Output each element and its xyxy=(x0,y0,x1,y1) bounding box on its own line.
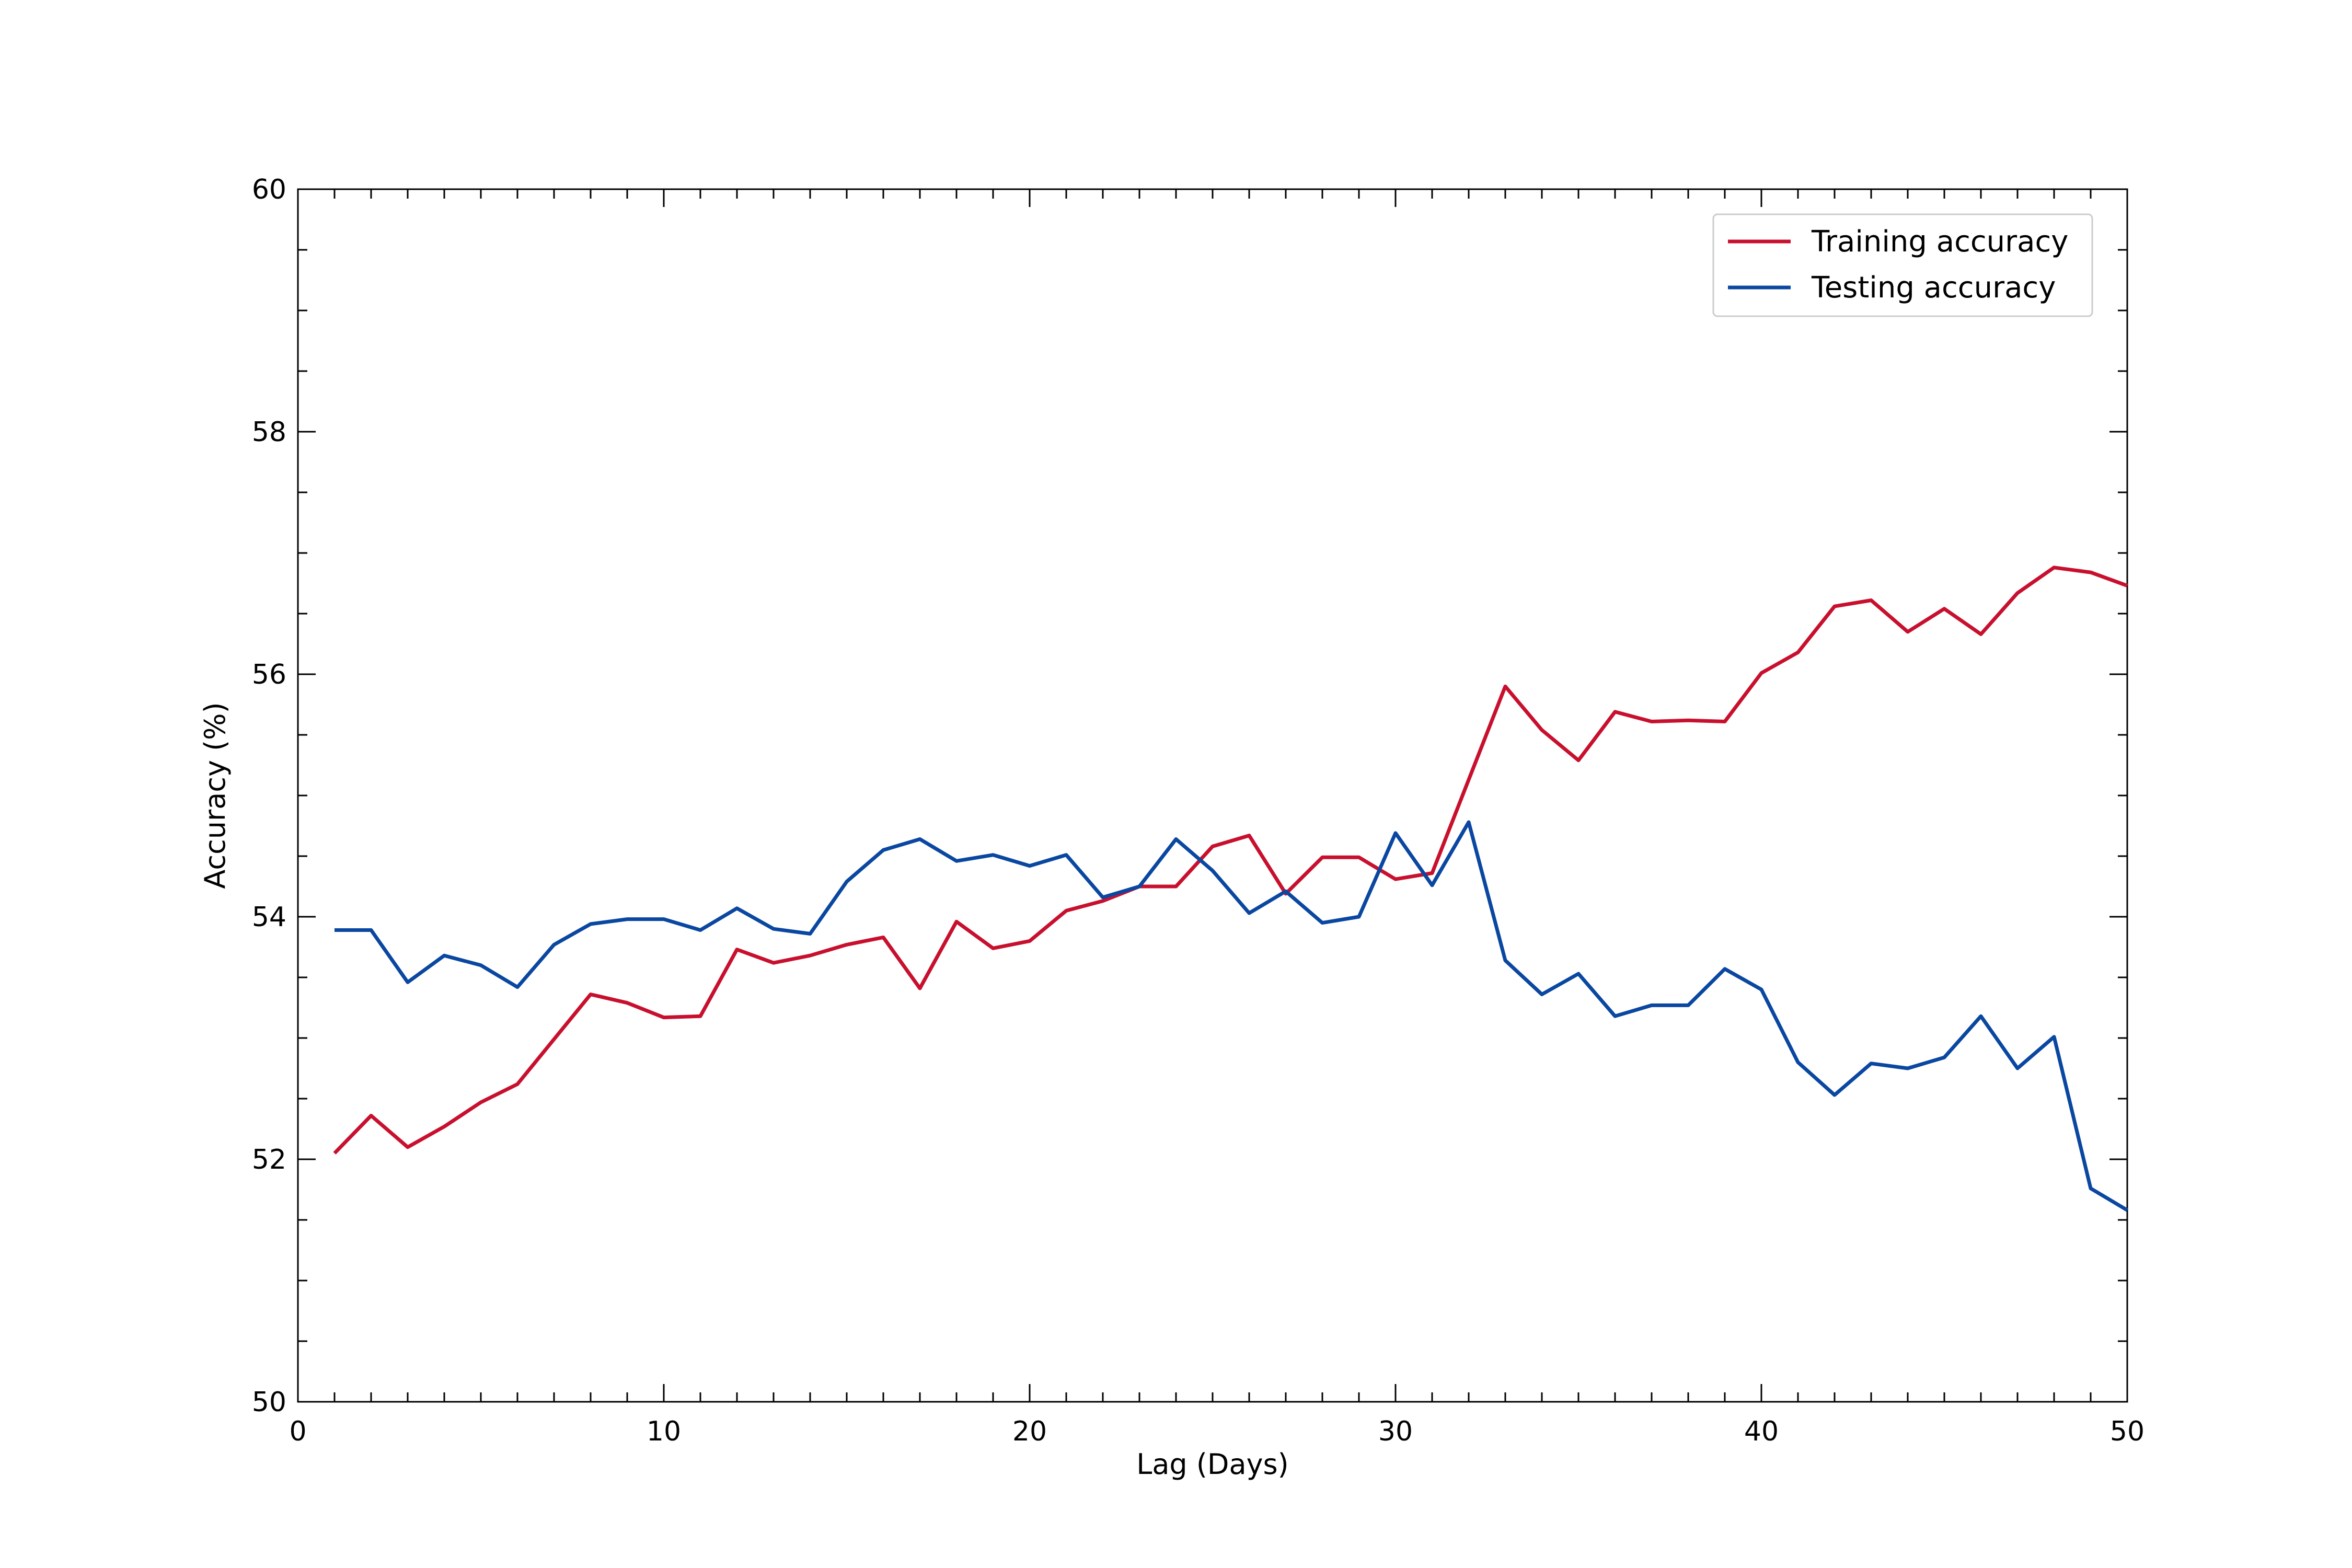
x-tick-label: 20 xyxy=(1012,1416,1047,1447)
series-line-training xyxy=(333,566,2128,1155)
y-tick-label: 50 xyxy=(252,1387,286,1418)
y-tick-label: 56 xyxy=(252,659,286,690)
y-axis-label: Accuracy (%) xyxy=(199,702,232,889)
y-tick-label: 60 xyxy=(252,174,286,205)
x-axis-label: Lag (Days) xyxy=(1136,1448,1289,1481)
y-tick-label: 58 xyxy=(252,417,286,448)
x-tick-label: 40 xyxy=(1744,1416,1779,1447)
legend-label-training: Training accuracy xyxy=(1811,225,2068,259)
plot-frame xyxy=(297,188,2128,1403)
legend: Training accuracy Testing accuracy xyxy=(1712,213,2093,317)
data-series xyxy=(333,566,2128,1212)
legend-box xyxy=(1712,213,2093,317)
x-tick-label: 30 xyxy=(1378,1416,1413,1447)
axis-ticks: 0 10 20 30 40 50 50 52 54 56 58 60 xyxy=(252,174,2145,1447)
x-tick-label: 10 xyxy=(647,1416,681,1447)
y-tick-label: 52 xyxy=(252,1144,286,1175)
x-tick-label: 0 xyxy=(289,1416,306,1447)
series-line-testing xyxy=(335,820,2128,1212)
y-tick-label: 54 xyxy=(252,902,286,933)
legend-label-testing: Testing accuracy xyxy=(1811,271,2056,305)
x-tick-label: 50 xyxy=(2110,1416,2145,1447)
plot-area-border xyxy=(297,188,2128,1403)
